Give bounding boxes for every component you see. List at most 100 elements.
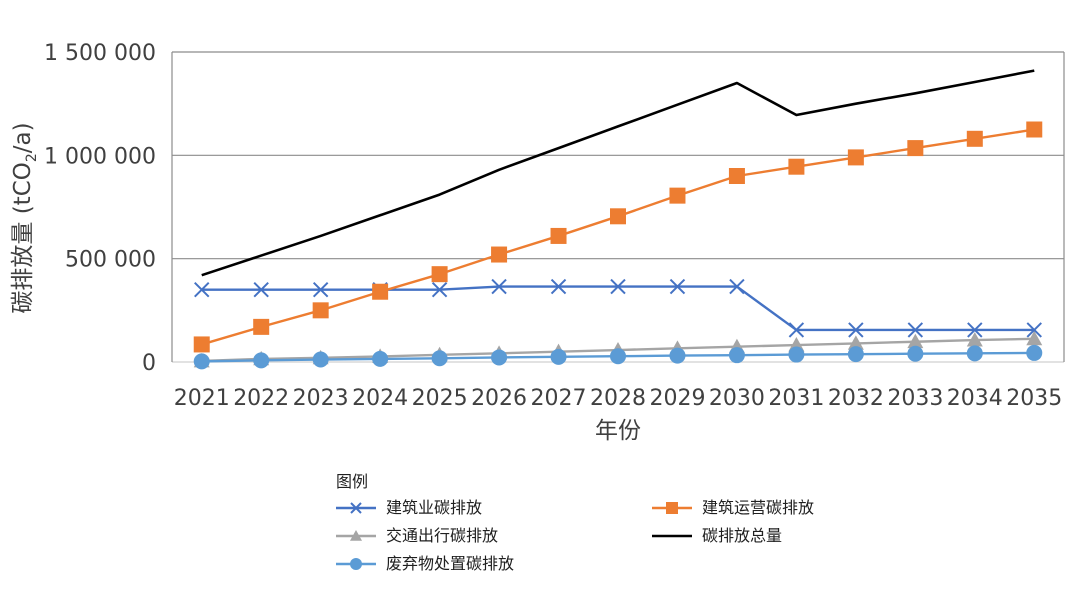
y-tick-label: 0	[142, 351, 156, 376]
data-point	[350, 558, 362, 570]
data-point	[372, 283, 389, 300]
legend-item: 交通出行碳排放	[336, 526, 498, 545]
data-point	[966, 130, 983, 147]
x-tick-label: 2021	[174, 386, 230, 411]
legend-label: 废弃物处置碳排放	[386, 554, 514, 573]
data-point	[669, 187, 686, 204]
x-tick-label: 2026	[471, 386, 527, 411]
data-point-stroke	[253, 281, 269, 298]
data-point	[907, 140, 924, 157]
legend-item: 碳排放总量	[652, 526, 782, 545]
data-point-stroke	[967, 322, 983, 338]
data-point	[1026, 344, 1043, 361]
data-point	[728, 168, 745, 184]
data-point	[312, 351, 329, 368]
legend-item: 建筑运营碳排放	[652, 498, 814, 517]
data-point	[193, 353, 210, 370]
x-axis-title: 年份	[595, 418, 641, 444]
series-4	[193, 344, 1043, 370]
data-point	[491, 246, 508, 263]
data-point	[550, 227, 567, 244]
data-point	[728, 347, 745, 364]
x-tick-label: 2028	[590, 386, 646, 411]
data-point	[788, 322, 805, 338]
x-tick-label: 2022	[233, 386, 289, 411]
data-point	[253, 281, 269, 298]
data-point	[350, 530, 362, 541]
data-point-stroke	[491, 278, 507, 295]
legend-label: 碳排放总量	[702, 526, 782, 545]
x-axis-ticks: 2021 2022 2023 2024 2025 2026 2027 2028 2029 2030…	[174, 386, 1063, 411]
y-axis-ticks: 0 500 000 1 000 000 1 500 000	[44, 41, 156, 376]
y-tick-label: 1 500 000	[44, 41, 156, 66]
grid-lines	[171, 51, 1065, 363]
data-point	[788, 346, 805, 363]
legend-label: 建筑业碳排放	[386, 498, 482, 517]
data-point	[1026, 322, 1042, 338]
x-tick-label: 2032	[828, 386, 884, 411]
data-point	[669, 278, 686, 295]
data-point	[372, 350, 389, 367]
legend-label: 建筑运营碳排放	[702, 498, 814, 517]
data-point	[610, 208, 626, 225]
data-point	[253, 352, 270, 369]
x-tick-label: 2033	[887, 386, 943, 411]
series-line	[201, 69, 1035, 277]
x-tick-label: 2024	[352, 386, 408, 411]
data-point	[550, 278, 567, 295]
x-tick-label: 2034	[947, 386, 1003, 411]
data-point-stroke	[1026, 322, 1042, 338]
data-point	[610, 278, 626, 295]
data-point	[253, 318, 270, 335]
series-0	[194, 278, 1042, 338]
data-point	[1026, 330, 1043, 346]
series-layer	[193, 69, 1043, 370]
series-3	[201, 69, 1035, 277]
data-point-stroke	[550, 278, 567, 295]
data-point	[669, 347, 686, 364]
data-point	[788, 158, 805, 175]
data-point	[610, 348, 626, 365]
data-point	[431, 281, 448, 298]
legend-title: 图例	[336, 472, 368, 491]
y-tick-label: 500 000	[65, 248, 156, 273]
data-point	[907, 333, 924, 349]
data-point-stroke	[907, 322, 924, 338]
x-tick-label: 2030	[709, 386, 765, 411]
data-point	[966, 345, 983, 362]
data-point	[967, 322, 983, 338]
data-point	[907, 322, 924, 338]
data-point	[966, 332, 983, 347]
data-point	[666, 502, 678, 514]
x-tick-label: 2025	[412, 386, 468, 411]
y-axis-title: 碳排放量 (tCO2/a)	[10, 122, 40, 313]
data-point	[312, 302, 329, 319]
data-point	[312, 281, 329, 298]
data-point-stroke	[350, 502, 362, 514]
data-point	[431, 266, 448, 283]
data-point-stroke	[194, 281, 210, 298]
x-tick-label: 2023	[293, 386, 349, 411]
data-point	[847, 149, 864, 166]
data-point	[848, 322, 864, 338]
x-tick-label: 2031	[768, 386, 824, 411]
legend-item: 废弃物处置碳排放	[336, 554, 514, 573]
data-point	[491, 278, 507, 295]
series-1	[193, 121, 1043, 353]
legend-item: 建筑业碳排放	[336, 498, 482, 517]
data-point-stroke	[729, 278, 745, 295]
data-point	[194, 281, 210, 298]
data-point	[907, 345, 924, 362]
data-point	[193, 336, 210, 353]
data-point-stroke	[848, 322, 864, 338]
data-point-stroke	[610, 278, 626, 295]
x-tick-label: 2027	[531, 386, 587, 411]
data-point-stroke	[312, 281, 329, 298]
data-point	[550, 348, 567, 365]
data-point	[1026, 121, 1043, 138]
legend-label: 交通出行碳排放	[386, 526, 498, 545]
y-tick-label: 1 000 000	[44, 144, 156, 169]
data-point	[491, 349, 508, 366]
